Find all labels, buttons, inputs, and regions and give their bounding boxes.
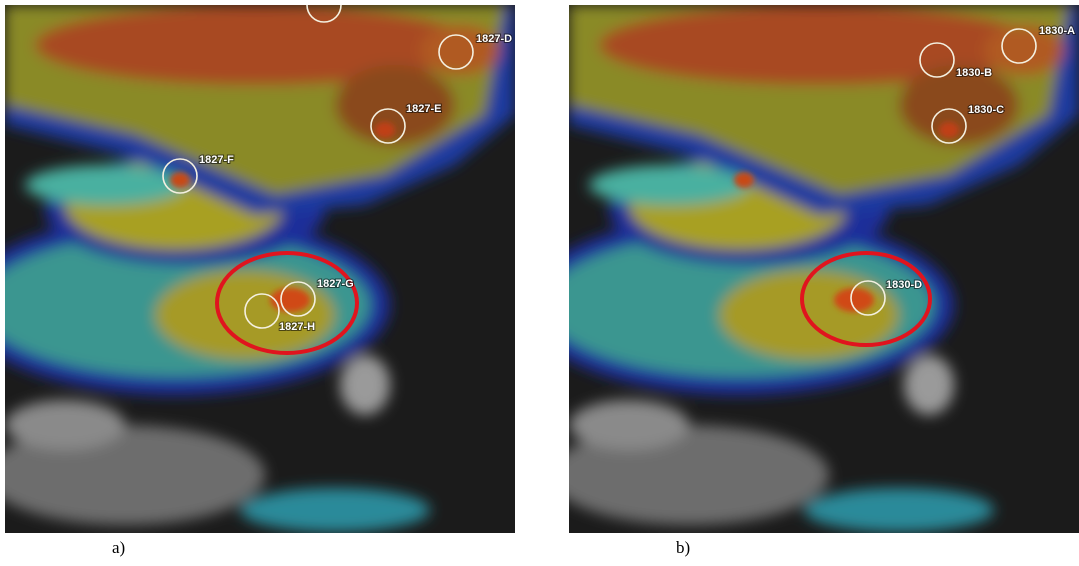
panel-b: 1830-A 1830-B 1830-C 1830-D	[524, 5, 1079, 533]
marker-label: 1827-E	[406, 103, 441, 115]
satellite-image	[524, 5, 1079, 533]
marker-label: 1830-D	[886, 279, 922, 291]
marker-label: 1827-H	[279, 321, 315, 333]
marker-circle	[850, 280, 886, 316]
marker-circle	[438, 34, 474, 70]
marker-circle	[1001, 28, 1037, 64]
satellite-image	[0, 5, 515, 533]
marker-label: 1830-A	[1039, 25, 1075, 37]
marker-circle	[280, 281, 316, 317]
marker-label: 1830-C	[968, 104, 1004, 116]
panel-a: 1827-D 1827-E 1827-F 1827-G 1827-H	[0, 5, 515, 533]
marker-label: 1830-B	[956, 67, 992, 79]
panel-caption: b)	[676, 538, 690, 557]
marker-circle	[931, 108, 967, 144]
marker-label: 1827-G	[317, 278, 354, 290]
marker-label: 1827-F	[199, 154, 234, 166]
marker-circle	[306, 5, 342, 23]
marker-circle	[919, 42, 955, 78]
marker-circle	[162, 158, 198, 194]
marker-circle	[370, 108, 406, 144]
marker-label: 1827-D	[476, 33, 512, 45]
highlight-ellipse	[215, 251, 359, 355]
highlight-ellipse	[800, 251, 932, 347]
marker-circle	[244, 293, 280, 329]
panel-caption: a)	[112, 538, 125, 557]
